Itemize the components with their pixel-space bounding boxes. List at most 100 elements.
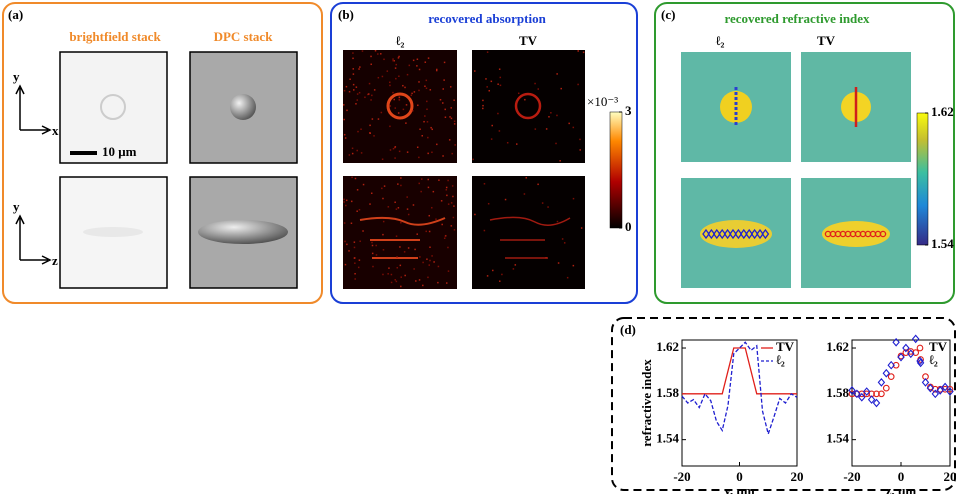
noise: [387, 273, 389, 275]
noise: [354, 278, 356, 280]
noise: [425, 231, 427, 233]
column-title: TV: [817, 33, 836, 48]
noise: [546, 128, 548, 130]
noise: [408, 214, 410, 216]
noise: [357, 131, 359, 133]
colorbar: [917, 113, 928, 245]
noise: [351, 177, 353, 179]
noise: [395, 146, 397, 148]
noise: [382, 198, 384, 200]
image: [472, 50, 585, 163]
noise: [344, 134, 346, 136]
noise: [369, 132, 371, 134]
noise: [542, 202, 544, 204]
noise: [357, 93, 359, 95]
noise: [370, 56, 372, 58]
column-title: TV: [519, 33, 538, 48]
noise: [371, 242, 373, 244]
column-title: brightfield stack: [69, 29, 161, 44]
noise: [398, 56, 400, 58]
noise: [371, 95, 373, 97]
noise: [429, 215, 431, 217]
image-feature: [83, 227, 143, 237]
noise: [446, 282, 448, 284]
noise: [381, 188, 383, 190]
image: [343, 176, 457, 289]
noise: [430, 89, 432, 91]
noise: [484, 230, 486, 232]
figure: (a) brightfield stack DPC stack 10 μm y …: [0, 0, 958, 494]
panel-title: recovered absorption: [428, 11, 546, 26]
noise: [497, 113, 499, 115]
noise: [369, 125, 371, 127]
noise: [368, 93, 370, 95]
noise: [349, 79, 351, 81]
noise: [423, 121, 425, 123]
noise: [359, 92, 361, 94]
noise: [348, 250, 350, 252]
noise: [406, 196, 408, 198]
noise: [499, 280, 501, 282]
noise: [442, 155, 444, 157]
noise: [426, 109, 428, 111]
colorbar-tick-label: 1.62: [931, 104, 954, 119]
noise: [358, 68, 360, 70]
noise: [454, 144, 456, 146]
noise: [482, 105, 484, 107]
noise: [349, 91, 351, 93]
noise: [401, 276, 403, 278]
colorbar-tick-label: 3: [625, 103, 632, 118]
noise: [375, 50, 377, 52]
noise: [407, 151, 409, 153]
noise: [491, 138, 493, 140]
noise: [424, 86, 426, 88]
legend-swatch: [917, 345, 923, 351]
y-tick-label: 1.58: [826, 385, 849, 400]
noise: [388, 267, 390, 269]
noise: [396, 281, 398, 283]
point: [884, 385, 890, 391]
panel-label: (a): [8, 7, 23, 22]
noise: [437, 282, 439, 284]
noise: [505, 199, 507, 201]
noise: [448, 203, 450, 205]
legend-label: ℓ₂: [775, 352, 785, 367]
noise: [417, 59, 419, 61]
noise: [450, 107, 452, 109]
colorbar-multiplier: ×10⁻³: [587, 94, 618, 109]
noise: [359, 209, 361, 211]
colorbar-tick-label: 1.54: [931, 236, 954, 251]
noise: [424, 115, 426, 117]
noise: [353, 84, 355, 86]
noise: [482, 108, 484, 110]
noise: [441, 200, 443, 202]
noise: [359, 66, 361, 68]
noise: [394, 157, 396, 159]
noise: [486, 86, 488, 88]
noise: [345, 205, 347, 207]
x-tick-label: 20: [791, 469, 804, 484]
noise: [579, 149, 581, 151]
noise: [407, 208, 409, 210]
noise: [577, 84, 579, 86]
noise: [369, 203, 371, 205]
noise: [349, 154, 351, 156]
noise: [583, 52, 585, 54]
noise: [417, 147, 419, 149]
noise: [382, 76, 384, 78]
axis-label: x: [52, 123, 59, 138]
noise: [418, 90, 420, 92]
noise: [427, 277, 429, 279]
noise: [451, 153, 453, 155]
noise: [395, 67, 397, 69]
noise: [392, 92, 394, 94]
noise: [550, 112, 552, 114]
noise: [445, 117, 447, 119]
image-group: [343, 50, 585, 289]
noise: [343, 104, 345, 106]
noise: [518, 93, 520, 95]
noise: [441, 224, 443, 226]
noise: [412, 110, 414, 112]
noise: [389, 82, 391, 84]
noise: [378, 118, 380, 120]
